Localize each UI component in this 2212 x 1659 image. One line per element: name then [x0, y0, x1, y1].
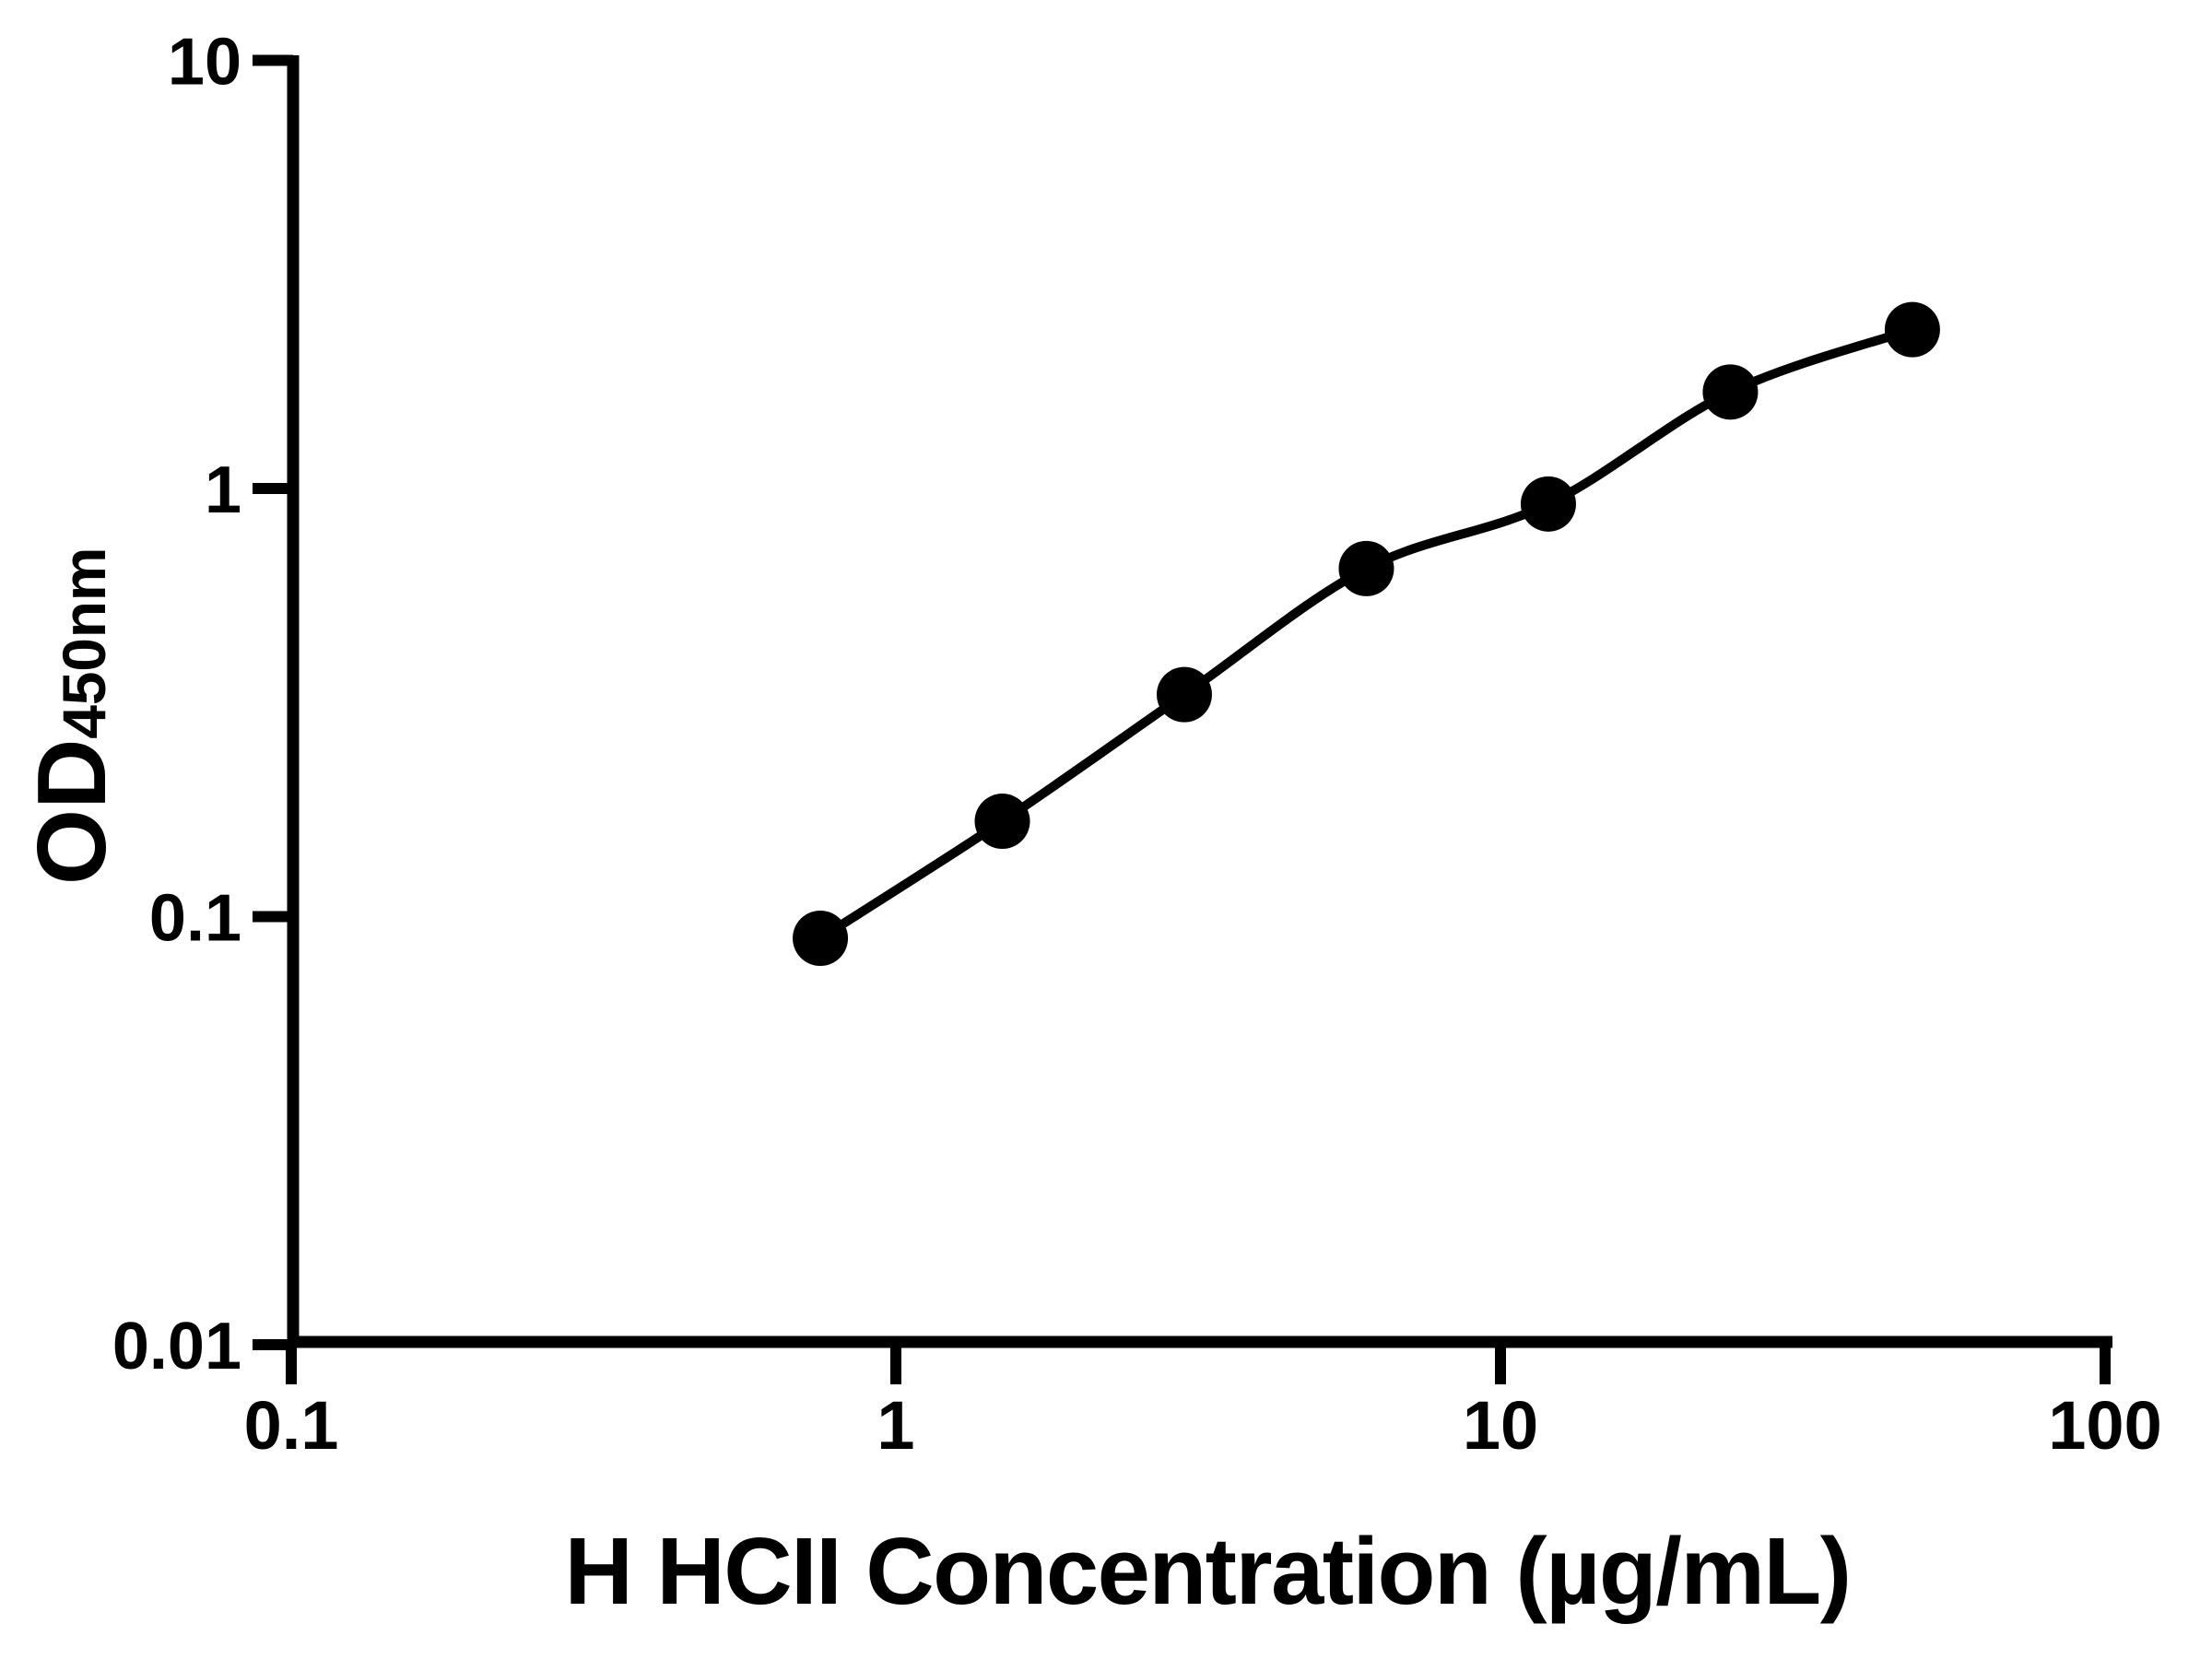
y-axis-title: OD450nm	[18, 547, 126, 885]
fit-curve	[818, 324, 1914, 943]
data-point	[974, 794, 1030, 850]
data-point	[793, 911, 849, 967]
data-point	[1884, 301, 1940, 358]
x-tick-label: 1	[877, 1387, 914, 1464]
data-point	[1702, 364, 1759, 420]
y-axis-title-sub: 450nm	[50, 547, 118, 739]
y-tick-label: 1	[205, 453, 241, 527]
y-tick-label: 10	[168, 26, 241, 100]
x-axis-title: H HCII Concentration (µg/mL)	[564, 1518, 1850, 1624]
x-tick-label: 10	[1463, 1387, 1538, 1464]
x-tick-label: 0.1	[244, 1387, 339, 1464]
data-point	[1520, 476, 1576, 532]
y-tick-label: 0.01	[112, 1310, 241, 1383]
data-point	[1338, 540, 1394, 596]
series-layer	[793, 301, 1940, 967]
y-tick-label: 0.1	[149, 882, 241, 956]
data-point	[1156, 666, 1212, 723]
x-tick-label: 100	[2048, 1387, 2161, 1464]
y-axis-title-main: OD	[18, 739, 126, 886]
